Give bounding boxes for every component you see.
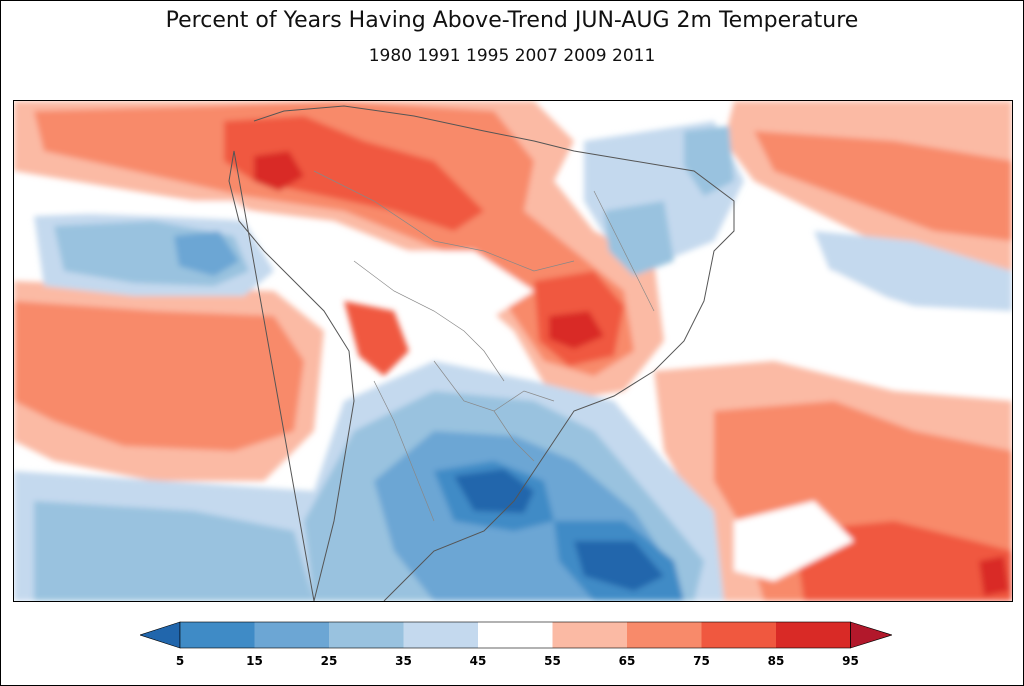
neutral-region-brazil-center — [404, 251, 534, 316]
colorbar-label-15: 15 — [246, 654, 263, 668]
colorbar-segment — [552, 622, 627, 648]
colorbar-extend-high — [850, 621, 892, 649]
border-line — [493, 410, 535, 462]
cool-peak-south-atlantic — [574, 541, 664, 591]
colorbar-segment — [701, 622, 776, 648]
neutral-region-south-atlantic — [734, 501, 854, 581]
colorbar-segment — [180, 622, 255, 648]
neutral-region-pacific-band — [14, 191, 264, 221]
cool-region-brazil-ne-core — [604, 201, 674, 276]
country-borders — [313, 170, 655, 522]
cool-peak-argentina — [454, 469, 534, 513]
south-america-coast — [228, 105, 735, 601]
warm-region-pacific-core — [14, 301, 304, 451]
colorbar — [140, 621, 892, 649]
colorbar-segment — [627, 622, 702, 648]
cool-region-pacific-south — [34, 501, 314, 601]
colorbar-label-35: 35 — [395, 654, 412, 668]
cool-region-atlantic-equatorial — [684, 126, 734, 196]
warm-core-peak — [254, 151, 304, 191]
colorbar-label-85: 85 — [767, 654, 785, 668]
border-line — [373, 380, 435, 522]
colorbar-label-75: 75 — [693, 654, 710, 668]
contour-fields — [14, 101, 1012, 601]
colorbar-label-55: 55 — [544, 654, 561, 668]
warm-core-andes — [224, 116, 484, 231]
cool-region-atlantic-east — [814, 231, 1012, 311]
warm-region-north-mid — [34, 101, 634, 376]
warm-peak-brazil — [549, 311, 604, 349]
warm-blob-andes-south — [344, 301, 409, 376]
warm-region-atlantic-ne-core — [754, 131, 1012, 241]
warm-peak-atlantic-se — [979, 556, 1009, 596]
border-line — [593, 190, 655, 312]
neutral-region-atlantic-mid — [714, 251, 1012, 391]
border-line — [353, 260, 505, 382]
colorbar-segment — [329, 622, 404, 648]
colorbar-segment — [478, 622, 553, 648]
colorbar-segment — [776, 622, 851, 648]
map-subtitle: 1980 1991 1995 2007 2009 2011 — [368, 46, 656, 66]
border-line — [313, 170, 575, 272]
colorbar-label-25: 25 — [320, 654, 338, 668]
colorbar-label-45: 45 — [469, 654, 487, 668]
map-panel — [13, 100, 1013, 602]
map-title: Percent of Years Having Above-Trend JUN-… — [165, 8, 859, 33]
colorbar-segment — [254, 622, 329, 648]
colorbar-label-95: 95 — [842, 654, 859, 668]
colorbar-extend-low — [140, 621, 181, 649]
colorbar-segment — [403, 622, 478, 648]
colorbar-outline — [179, 621, 851, 649]
colorbar-label-5: 5 — [175, 654, 185, 668]
coastline — [228, 105, 735, 601]
temperature-map — [14, 101, 1012, 601]
colorbar-label-65: 65 — [618, 654, 636, 668]
cool-core-pacific-north — [174, 231, 239, 276]
